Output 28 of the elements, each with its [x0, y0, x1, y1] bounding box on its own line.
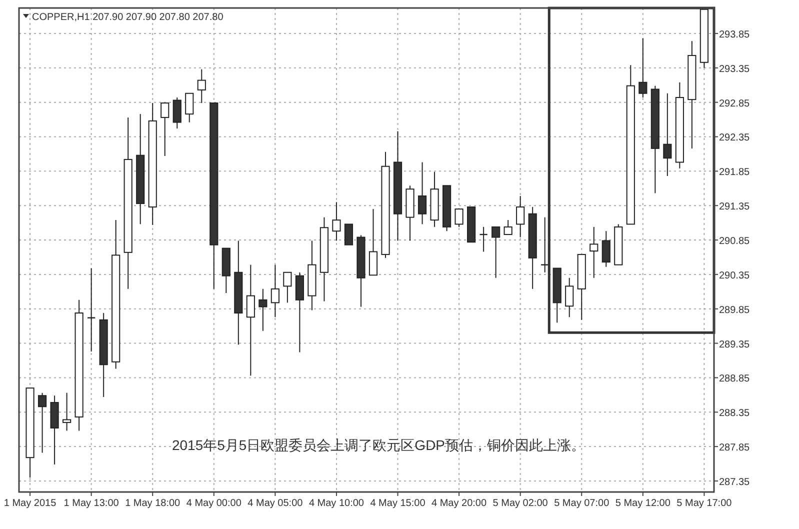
y-tick-label: 292.85	[719, 98, 750, 110]
x-tick-label: 4 May 10:00	[308, 498, 364, 509]
y-tick-label: 288.85	[719, 374, 750, 385]
x-tick-label: 1 May 2015	[4, 498, 57, 509]
x-tick-label: 5 May 17:00	[676, 498, 732, 509]
annotation: 2015年5月5日欧盟委员会上调了欧元区GDP预估，铜价因此上涨。	[172, 437, 586, 453]
x-tick-label: 1 May 18:00	[125, 498, 181, 509]
x-tick-label: 4 May 00:00	[186, 498, 242, 509]
y-tick-label: 287.85	[719, 442, 750, 454]
y-tick-label: 291.85	[719, 167, 750, 178]
chart-title: COPPER,H1 207.90 207.90 207.80 207.80	[32, 12, 224, 23]
x-tick-label: 5 May 07:00	[554, 498, 610, 509]
y-tick-label: 288.35	[719, 408, 750, 420]
y-tick-label: 289.85	[719, 304, 750, 316]
y-tick-label: 291.35	[719, 202, 750, 213]
y-tick-label: 292.35	[719, 132, 750, 144]
y-tick-label: 290.85	[719, 236, 750, 248]
x-tick-label: 5 May 02:00	[492, 498, 548, 509]
y-tick-label: 290.35	[719, 270, 750, 282]
y-tick-label: 293.85	[719, 29, 750, 40]
x-tick-label: 1 May 13:00	[64, 498, 120, 509]
y-tick-label: 289.35	[719, 339, 750, 350]
x-tick-label: 4 May 20:00	[432, 498, 487, 509]
x-tick-label: 4 May 05:00	[248, 498, 304, 509]
y-tick-label: 293.35	[719, 64, 750, 75]
y-tick-label: 287.35	[719, 476, 750, 488]
x-tick-label: 4 May 15:00	[370, 498, 426, 509]
x-tick-label: 5 May 12:00	[615, 498, 671, 509]
